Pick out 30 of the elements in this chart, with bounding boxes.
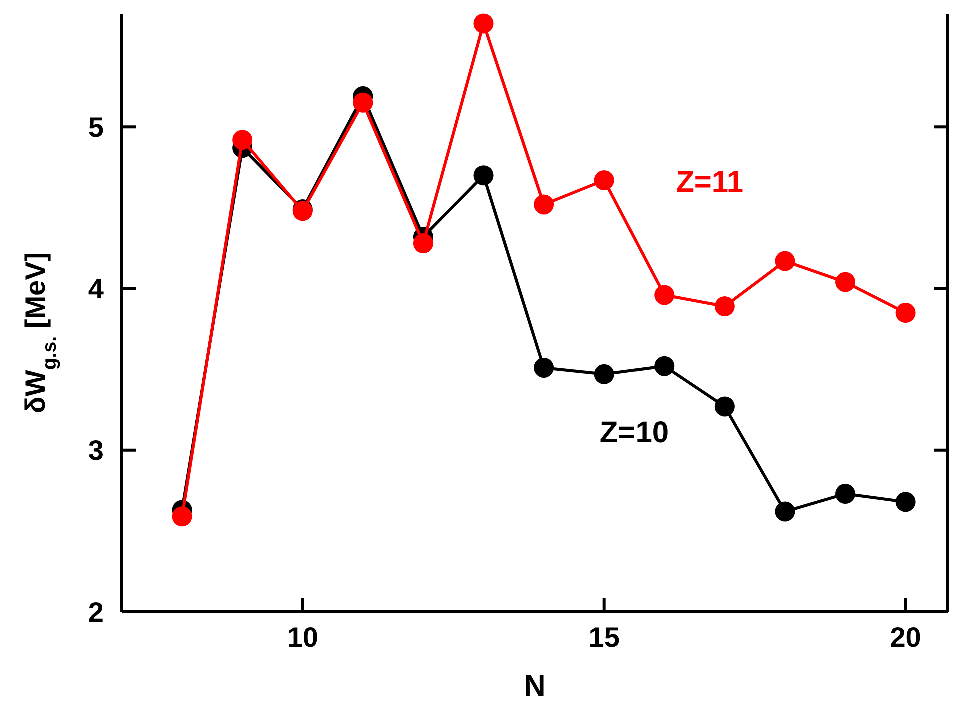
point (474, 14, 494, 34)
point (594, 170, 614, 190)
series-label: Z=10 (600, 416, 670, 450)
point (775, 251, 796, 272)
y-tick-label: 4 (88, 274, 104, 305)
point (413, 234, 434, 254)
x-tick-label: 15 (588, 622, 620, 653)
point (353, 92, 374, 113)
point (775, 502, 796, 522)
point (474, 166, 494, 186)
point (232, 130, 253, 150)
point (836, 272, 856, 292)
point (534, 358, 554, 378)
x-axis-title: N (524, 670, 546, 703)
x-tick-label: 20 (890, 622, 922, 653)
y-tick-label: 2 (88, 596, 104, 628)
y-tick-label: 5 (88, 112, 104, 143)
point (172, 506, 192, 527)
x-tick-label: 10 (287, 622, 318, 653)
point (654, 285, 675, 306)
point (714, 296, 735, 317)
point (654, 356, 675, 376)
series-label: Z=11 (676, 166, 744, 199)
point (594, 364, 614, 384)
point (896, 492, 916, 512)
y-tick-label: 3 (88, 435, 104, 466)
point (534, 194, 554, 215)
point (714, 396, 735, 417)
point (896, 303, 916, 323)
point (836, 484, 856, 504)
